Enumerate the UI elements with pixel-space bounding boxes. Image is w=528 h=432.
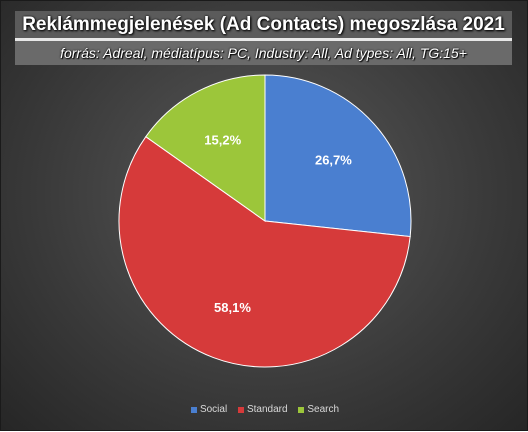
legend-swatch-social [190, 406, 197, 413]
chart-subtitle: forrás: Adreal, médiatípus: PC, Industry… [60, 45, 467, 61]
legend-label-search: Search [307, 404, 340, 415]
subtitle-band [15, 41, 512, 65]
legend-item-search: Search [298, 404, 339, 415]
legend-label-social: Social [199, 404, 228, 415]
pie-slice-standard [118, 135, 411, 368]
chart-title: Reklámmegjelenések (Ad Contacts) megoszl… [22, 14, 505, 35]
title-box: Reklámmegjelenések (Ad Contacts) megoszl… [15, 11, 512, 65]
pie-slice-social [264, 74, 412, 238]
legend: Social Standard Search [1, 404, 528, 415]
legend-swatch-standard [237, 406, 244, 413]
data-label-search: 15,2% [204, 132, 241, 147]
data-label-standard: 58,1% [214, 300, 251, 315]
legend-item-social: Social [190, 404, 228, 415]
title-band [15, 11, 512, 38]
legend-item-standard: Standard [237, 404, 288, 415]
data-label-social: 26,7% [315, 153, 352, 168]
legend-label-standard: Standard [246, 404, 288, 415]
pie-slice-search [145, 74, 266, 222]
legend-swatch-search [298, 406, 305, 413]
